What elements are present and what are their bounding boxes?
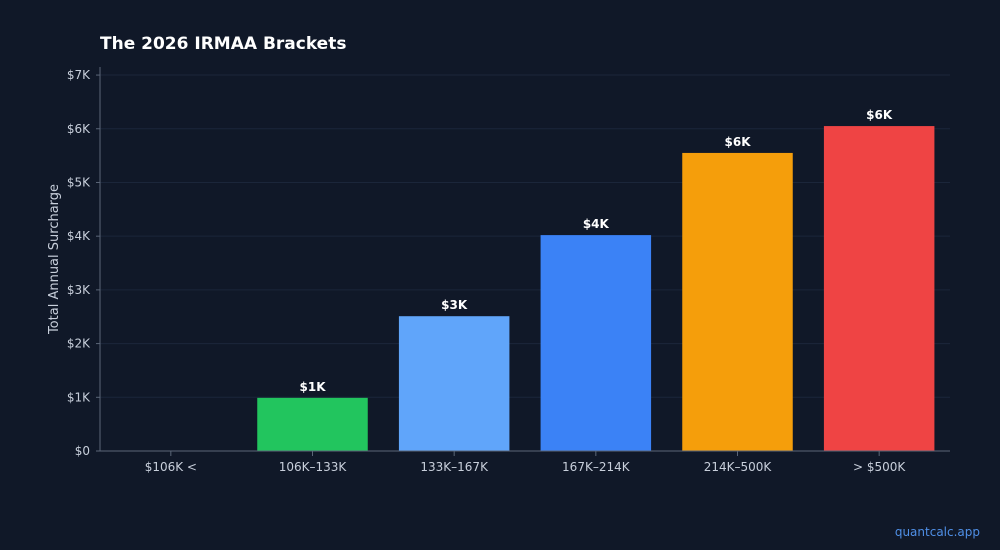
data-label: $1K [300, 380, 327, 394]
data-label: $3K [441, 298, 468, 312]
y-tick-label: $1K [67, 390, 91, 404]
y-tick-label: $7K [67, 68, 91, 82]
y-tick-label: $4K [67, 229, 91, 243]
y-axis-label: Total Annual Surcharge [47, 184, 62, 335]
gridlines [100, 74, 950, 398]
data-label: $6K [866, 108, 893, 122]
bars [257, 126, 935, 452]
y-tick-label: $3K [67, 283, 91, 297]
axes [96, 67, 950, 456]
bar [257, 397, 368, 451]
x-tick-label: $106K < [145, 460, 197, 474]
data-label: $4K [583, 217, 610, 231]
y-tick-label: $5K [67, 175, 91, 189]
x-tick-label: 214K–500K [704, 460, 773, 474]
bar [540, 235, 652, 451]
x-tick-label: > $500K [853, 460, 906, 474]
bar [682, 152, 793, 452]
tick-labels: $0 $1K $2K $3K $4K $5K $6K $7K $106K < $1K 106K–13… [67, 68, 907, 474]
y-tick-label: $0 [75, 444, 90, 458]
bar [398, 316, 510, 451]
chart-title: The 2026 IRMAA Brackets [100, 34, 346, 54]
y-tick-label: $2K [67, 337, 91, 351]
x-tick-label: 167K–214K [562, 460, 631, 474]
watermark: quantcalc.app [894, 525, 980, 539]
y-tick-label: $6K [67, 122, 91, 136]
x-tick-label: 106K–133K [279, 460, 348, 474]
bar [823, 126, 935, 452]
x-tick-label: 133K–167K [420, 460, 489, 474]
data-label: $6K [725, 135, 752, 149]
